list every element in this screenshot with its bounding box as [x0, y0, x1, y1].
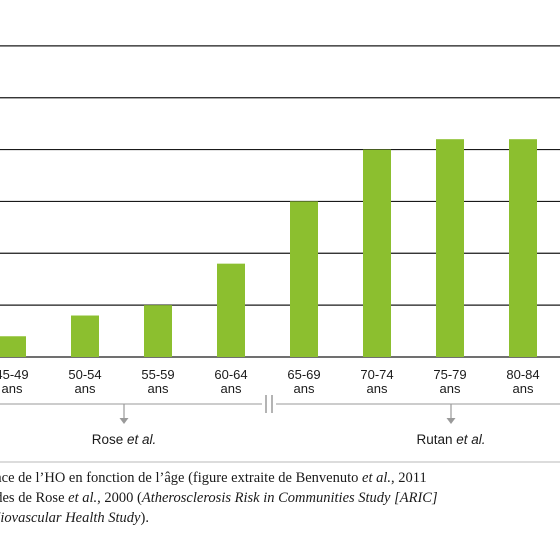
gridlines: [0, 45, 560, 358]
bar-70-74: [363, 149, 391, 357]
bar-45-49: [0, 336, 26, 357]
caption-line-1: ence de l’HO en fonction de l’âge (figur…: [0, 470, 427, 486]
caption-line-3: rdiovascular Health Study).: [0, 510, 149, 526]
bar-55-59: [144, 305, 172, 357]
x-tick-label: 60-64 ans: [214, 367, 247, 396]
x-tick-label: 80-84 ans: [506, 367, 539, 396]
bar-50-54: [71, 315, 99, 357]
caption-line-2: udes de Rose et al., 2000 (Atheroscleros…: [0, 490, 438, 506]
group-rose-label: Rose et al.: [92, 432, 157, 447]
group-rose: Rose et al.: [0, 403, 262, 447]
axis-break-marker: [265, 395, 273, 413]
x-tick-label: 70-74 ans: [360, 367, 393, 396]
group-rose-arrow-head: [119, 418, 129, 424]
bar-75-79: [436, 139, 464, 357]
x-tick-label: 55-59 ans: [141, 367, 174, 396]
x-tick-label: 50-54 ans: [68, 367, 101, 396]
bar-65-69: [290, 201, 318, 357]
x-tick-label: 65-69 ans: [287, 367, 320, 396]
bar-60-64: [217, 263, 245, 357]
group-rutan: Rutan et al.: [276, 403, 560, 447]
group-rutan-arrow-head: [446, 418, 456, 424]
x-tick-label: 75-79 ans: [433, 367, 466, 396]
bar-80-84: [509, 139, 537, 357]
figure-caption: ence de l’HO en fonction de l’âge (figur…: [0, 468, 560, 528]
bars: [0, 139, 537, 357]
group-rutan-label: Rutan et al.: [416, 432, 485, 447]
